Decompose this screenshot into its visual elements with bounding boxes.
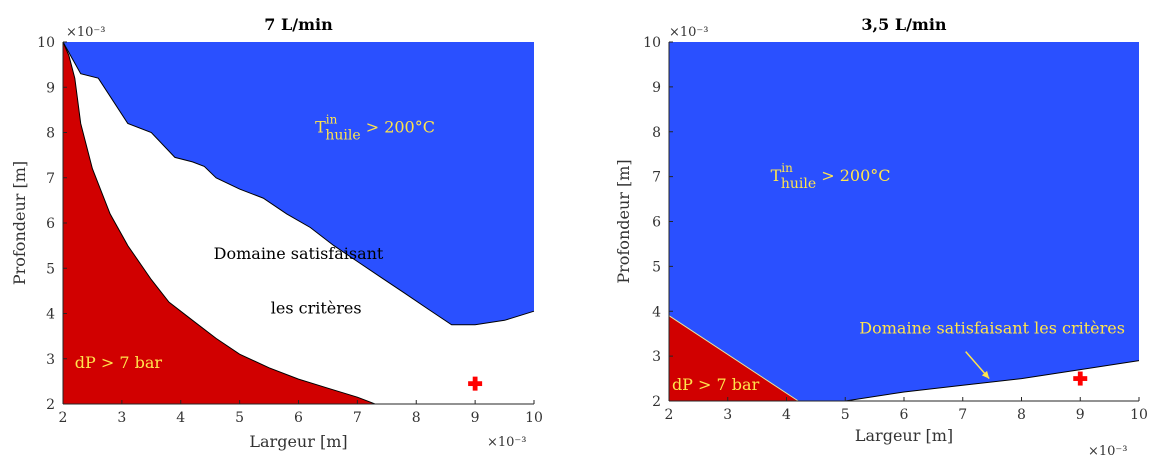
y-tick-label: 5 bbox=[46, 261, 55, 277]
y-tick-label: 2 bbox=[46, 397, 55, 413]
boundary-blue bbox=[62, 41, 535, 326]
marker-plus-v bbox=[1077, 371, 1083, 386]
y-exponent: ×10⁻³ bbox=[669, 25, 709, 40]
y-tick-label: 4 bbox=[652, 304, 661, 320]
x-exponent: ×10⁻³ bbox=[487, 435, 527, 450]
y-tick-label: 8 bbox=[652, 125, 661, 141]
x-tick-label: 6 bbox=[900, 407, 909, 423]
y-tick-label: 7 bbox=[46, 171, 55, 187]
x-tick-label: 3 bbox=[723, 407, 732, 423]
chart-panel-1: 2 3 4 5 6 7 8 9 10 2 3 4 5 6 7 8 9 10 ×10⁻³ ×10⁻³ Largeur [m… bbox=[10, 15, 543, 451]
region-blue bbox=[63, 42, 534, 325]
annotation-domain: Domaine satisfaisant les critères bbox=[859, 319, 1125, 338]
chart-panel-2: 2 3 4 5 6 7 8 9 10 2 3 4 5 6 7 8 9 10 ×10⁻³ ×10⁻³ Largeur [m… bbox=[614, 15, 1148, 457]
y-tick-label: 3 bbox=[652, 349, 661, 365]
y-tick-label: 4 bbox=[46, 307, 55, 323]
annotation-arrowhead bbox=[981, 370, 990, 379]
x-tick-label: 9 bbox=[471, 410, 480, 426]
y-tick-label: 6 bbox=[46, 216, 55, 232]
x-tick-label: 5 bbox=[841, 407, 850, 423]
y-tick-label: 2 bbox=[652, 394, 661, 410]
x-tick-label: 4 bbox=[176, 410, 185, 426]
x-tick-label: 7 bbox=[353, 410, 362, 426]
x-tick-label: 10 bbox=[525, 410, 543, 426]
x-axis-label: Largeur [m] bbox=[249, 432, 347, 451]
marker-plus-v bbox=[472, 376, 478, 391]
boundary-red bbox=[62, 41, 376, 405]
annotation-pressure: dP > 7 bar bbox=[672, 375, 760, 394]
chart-title: 3,5 L/min bbox=[861, 15, 947, 34]
x-tick-label: 2 bbox=[665, 407, 674, 423]
region-blue bbox=[669, 42, 1139, 401]
annotation-domain: Domaine satisfaisant bbox=[214, 244, 384, 263]
annotation-temperature: Tin huile > 200°C bbox=[315, 113, 435, 144]
annotation-pressure: dP > 7 bar bbox=[75, 353, 163, 372]
y-tick-label: 8 bbox=[46, 126, 55, 142]
annotation-domain: les critères bbox=[271, 299, 362, 318]
region-red bbox=[63, 42, 375, 404]
x-tick-label: 8 bbox=[412, 410, 421, 426]
x-tick-label: 8 bbox=[1017, 407, 1026, 423]
y-tick-label: 7 bbox=[652, 170, 661, 186]
x-tick-label: 7 bbox=[958, 407, 967, 423]
chart-title: 7 L/min bbox=[264, 15, 333, 34]
y-axis-label: Profondeur [m] bbox=[614, 159, 633, 283]
x-tick-label: 6 bbox=[294, 410, 303, 426]
x-tick-label: 10 bbox=[1130, 407, 1148, 423]
x-tick-label: 2 bbox=[59, 410, 68, 426]
y-tick-label: 10 bbox=[37, 35, 55, 51]
x-tick-label: 9 bbox=[1076, 407, 1085, 423]
y-exponent: ×10⁻³ bbox=[66, 25, 106, 40]
y-tick-label: 5 bbox=[652, 259, 661, 275]
y-tick-label: 6 bbox=[652, 215, 661, 231]
boundary-red bbox=[668, 315, 799, 402]
x-tick-label: 5 bbox=[235, 410, 244, 426]
x-exponent: ×10⁻³ bbox=[1088, 444, 1128, 457]
y-tick-label: 10 bbox=[643, 35, 661, 51]
marker-plus bbox=[468, 376, 483, 391]
x-axis-label: Largeur [m] bbox=[855, 426, 953, 445]
y-tick-label: 3 bbox=[46, 352, 55, 368]
annotation-temperature: Tin huile > 200°C bbox=[771, 161, 891, 192]
y-tick-label: 9 bbox=[46, 80, 55, 96]
y-axis-label: Profondeur [m] bbox=[10, 161, 29, 285]
x-tick-label: 4 bbox=[782, 407, 791, 423]
x-tick-label: 3 bbox=[117, 410, 126, 426]
marker-plus bbox=[1073, 371, 1088, 386]
y-tick-label: 9 bbox=[652, 80, 661, 96]
